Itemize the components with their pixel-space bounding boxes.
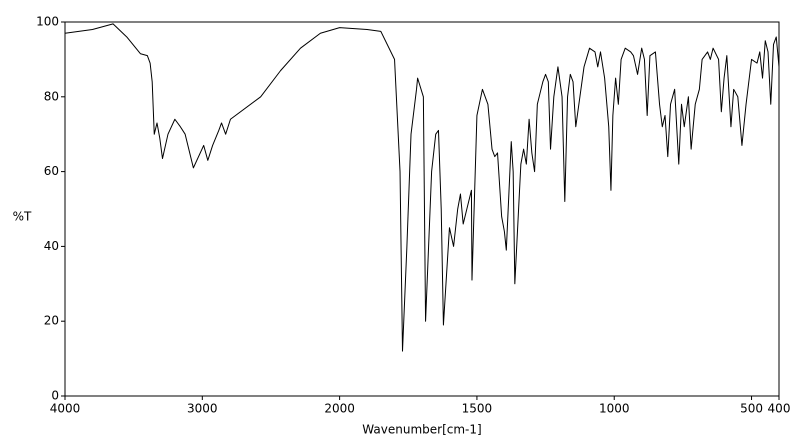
x-axis-label: Wavenumber[cm-1] [362, 423, 481, 437]
x-tick-label: 1000 [599, 402, 630, 416]
y-axis-label: %T [13, 210, 32, 224]
x-tick-label: 2000 [324, 402, 355, 416]
spectrum-line [64, 23, 780, 352]
plot-frame [64, 21, 780, 397]
y-tick-label: 40 [44, 239, 59, 253]
x-tick-label: 500 [740, 402, 763, 416]
y-tick-label: 60 [44, 164, 59, 178]
y-tick-label: 0 [51, 389, 59, 403]
x-tick-label: 3000 [187, 402, 218, 416]
x-tick-label: 400 [768, 402, 791, 416]
y-tick-label: 80 [44, 89, 59, 103]
y-tick-label: 20 [44, 314, 59, 328]
x-tick-label: 1500 [462, 402, 493, 416]
y-tick-label: 100 [36, 15, 59, 29]
x-tick-label: 4000 [50, 402, 81, 416]
